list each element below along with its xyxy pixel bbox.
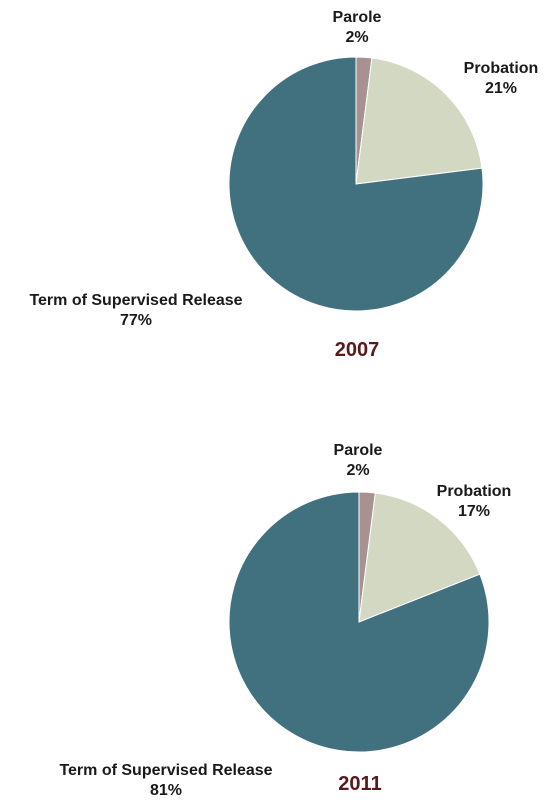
slice-label-probation-2011: Probation	[437, 483, 512, 500]
slice-label-supervised-2007: Term of Supervised Release	[29, 292, 242, 309]
slice-value-probation-2011: 17%	[458, 503, 490, 520]
slice-value-supervised-2011: 81%	[150, 782, 182, 799]
pie-chart-2007	[228, 56, 484, 312]
pie-slice-probation-2007	[355, 57, 483, 185]
chart-title-2007: 2007	[335, 339, 380, 361]
slice-label-probation-2007: Probation	[464, 60, 539, 77]
slice-value-probation-2007: 21%	[485, 80, 517, 97]
slice-label-supervised-2011: Term of Supervised Release	[59, 762, 272, 779]
slice-label-parole-2007: Parole	[333, 9, 382, 26]
slice-value-supervised-2007: 77%	[120, 312, 152, 329]
chart-title-2011: 2011	[338, 773, 381, 795]
slice-value-parole-2007: 2%	[345, 29, 368, 46]
slice-label-parole-2011: Parole	[334, 442, 383, 459]
pie-slice-probation-2011	[358, 492, 481, 623]
pie-slice-term-of-supervised-release-2007	[228, 56, 484, 312]
pie-chart-2011	[228, 491, 490, 753]
slice-value-parole-2011: 2%	[346, 462, 369, 479]
pie-slice-term-of-supervised-release-2011	[228, 491, 490, 753]
